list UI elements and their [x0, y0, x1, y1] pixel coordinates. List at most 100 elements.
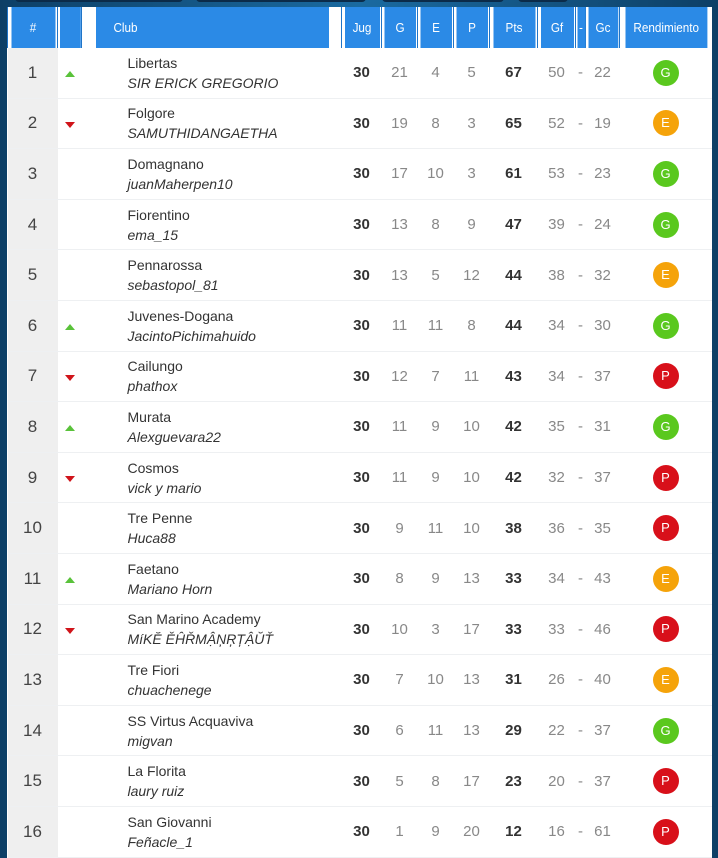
- gc: 46: [585, 604, 620, 656]
- pts: 44: [489, 300, 538, 352]
- table-row[interactable]: 14 SS Virtus Acquaviva migvan 30 6 11 13 …: [7, 705, 712, 757]
- manager-name[interactable]: phathox: [127, 378, 178, 395]
- club-name[interactable]: San Marino Academy: [127, 611, 261, 628]
- e: 8: [417, 755, 454, 807]
- club-name[interactable]: La Florita: [127, 763, 186, 780]
- club-name[interactable]: Fiorentino: [127, 206, 190, 223]
- table-row[interactable]: 13 Tre Fiori chuachenege 30 7 10 13 31 26…: [7, 654, 712, 706]
- table-row[interactable]: 6 Juvenes-Dogana JacintoPichimahuido 30 1…: [7, 300, 712, 352]
- header-g[interactable]: G: [382, 7, 416, 48]
- club-name[interactable]: Domagnano: [127, 155, 204, 172]
- gf: 34: [537, 553, 576, 605]
- club-name[interactable]: Murata: [127, 408, 172, 425]
- club-name[interactable]: Juvenes-Dogana: [127, 307, 234, 324]
- club-name[interactable]: Pennarossa: [127, 257, 203, 274]
- manager-name[interactable]: Feñacle_1: [127, 833, 193, 850]
- manager-name[interactable]: ema_15: [127, 226, 179, 243]
- table-row[interactable]: 5 Pennarossa sebastopol_81 30 13 5 12 44 …: [7, 249, 712, 301]
- club-cell[interactable]: Folgore SAMUTHIDANGAETHA: [81, 98, 342, 150]
- manager-name[interactable]: laury ruiz: [127, 783, 185, 800]
- tab[interactable]: [382, 0, 504, 2]
- rank: 15: [7, 755, 58, 807]
- club-cell[interactable]: Faetano Mariano Horn: [81, 553, 342, 605]
- header-rendimiento[interactable]: Rendimiento: [623, 7, 707, 48]
- p: 13: [453, 705, 490, 757]
- g: 11: [381, 401, 418, 453]
- manager-name[interactable]: JacintoPichimahuido: [127, 327, 256, 344]
- header-rank[interactable]: #: [9, 7, 55, 48]
- club-cell[interactable]: Murata Alexguevara22: [81, 401, 342, 453]
- tab[interactable]: [518, 0, 568, 2]
- rank: 13: [7, 654, 58, 706]
- table-row[interactable]: 12 San Marino Academy MíKĔ ĚĤŘMẬŅŖȚẬŬŤ 30…: [7, 604, 712, 656]
- sep: -: [575, 604, 586, 656]
- table-row[interactable]: 11 Faetano Mariano Horn 30 8 9 13 33 34 -…: [7, 553, 712, 605]
- club-cell[interactable]: Domagnano juanMaherpen10: [81, 148, 342, 200]
- club-name[interactable]: Tre Penne: [127, 510, 193, 527]
- club-cell[interactable]: Pennarossa sebastopol_81: [81, 249, 342, 301]
- manager-name[interactable]: migvan: [127, 732, 173, 749]
- rendimiento-cell: P: [619, 604, 712, 656]
- gf: 26: [537, 654, 576, 706]
- p: 13: [453, 654, 490, 706]
- table-row[interactable]: 7 Cailungo phathox 30 12 7 11 43 34 - 37 …: [7, 351, 712, 403]
- e: 9: [417, 553, 454, 605]
- table-row[interactable]: 16 San Giovanni Feñacle_1 30 1 9 20 12 16…: [7, 806, 712, 858]
- table-row[interactable]: 3 Domagnano juanMaherpen10 30 17 10 3 61 …: [7, 148, 712, 200]
- table-row[interactable]: 4 Fiorentino ema_15 30 13 8 9 47 39 - 24 …: [7, 199, 712, 251]
- manager-name[interactable]: Huca88: [127, 530, 176, 547]
- manager-name[interactable]: vick y mario: [127, 479, 202, 496]
- club-name[interactable]: Tre Fiori: [127, 661, 180, 678]
- club-cell[interactable]: San Marino Academy MíKĔ ĚĤŘMẬŅŖȚẬŬŤ: [81, 604, 342, 656]
- manager-name[interactable]: chuachenege: [127, 681, 212, 698]
- manager-name[interactable]: SAMUTHIDANGAETHA: [127, 125, 278, 142]
- club-name[interactable]: SS Virtus Acquaviva: [127, 712, 254, 729]
- gc: 23: [585, 148, 620, 200]
- table-row[interactable]: 9 Cosmos vick y mario 30 11 9 10 42 32 - …: [7, 452, 712, 504]
- club-name[interactable]: Faetano: [127, 560, 179, 577]
- trend-cell: [57, 755, 82, 807]
- table-row[interactable]: 15 La Florita laury ruiz 30 5 8 17 23 20 …: [7, 755, 712, 807]
- header-e[interactable]: E: [418, 7, 452, 48]
- manager-name[interactable]: MíKĔ ĚĤŘMẬŅŖȚẬŬŤ: [127, 631, 273, 648]
- header-jug[interactable]: Jug: [343, 7, 380, 48]
- rendimiento-cell: E: [619, 249, 712, 301]
- manager-name[interactable]: juanMaherpen10: [127, 175, 233, 192]
- rendimiento-cell: G: [619, 48, 712, 99]
- manager-name[interactable]: SIR ERICK GREGORIO: [127, 74, 279, 91]
- table-row[interactable]: 2 Folgore SAMUTHIDANGAETHA 30 19 8 3 65 5…: [7, 98, 712, 150]
- club-cell[interactable]: San Giovanni Feñacle_1: [81, 806, 342, 858]
- table-row[interactable]: 1 Libertas SIR ERICK GREGORIO 30 21 4 5 6…: [7, 48, 712, 99]
- club-cell[interactable]: Cailungo phathox: [81, 351, 342, 403]
- header-p[interactable]: P: [454, 7, 488, 48]
- tab[interactable]: [196, 0, 366, 2]
- header-gf[interactable]: Gf: [538, 7, 574, 48]
- club-cell[interactable]: SS Virtus Acquaviva migvan: [81, 705, 342, 757]
- club-cell[interactable]: Tre Fiori chuachenege: [81, 654, 342, 706]
- rendimiento-badge: P: [652, 464, 679, 491]
- pts: 33: [489, 604, 538, 656]
- table-row[interactable]: 10 Tre Penne Huca88 30 9 11 10 38 36 - 35…: [7, 502, 712, 554]
- club-cell[interactable]: Tre Penne Huca88: [81, 502, 342, 554]
- tab[interactable]: [15, 0, 183, 2]
- sep: -: [575, 401, 586, 453]
- header-gc[interactable]: Gc: [586, 7, 618, 48]
- manager-name[interactable]: Mariano Horn: [127, 580, 213, 597]
- club-name[interactable]: San Giovanni: [127, 813, 212, 830]
- club-cell[interactable]: La Florita laury ruiz: [81, 755, 342, 807]
- table-row[interactable]: 8 Murata Alexguevara22 30 11 9 10 42 35 -…: [7, 401, 712, 453]
- club-name[interactable]: Cosmos: [127, 459, 179, 476]
- rendimiento-badge: P: [652, 363, 679, 390]
- club-cell[interactable]: Cosmos vick y mario: [81, 452, 342, 504]
- header-club[interactable]: Club: [94, 7, 329, 48]
- manager-name[interactable]: sebastopol_81: [127, 277, 219, 294]
- rendimiento-badge: G: [652, 160, 679, 187]
- club-name[interactable]: Libertas: [127, 54, 178, 71]
- manager-name[interactable]: Alexguevara22: [127, 428, 221, 445]
- club-name[interactable]: Cailungo: [127, 358, 183, 375]
- header-pts[interactable]: Pts: [491, 7, 536, 48]
- club-name[interactable]: Folgore: [127, 105, 175, 122]
- club-cell[interactable]: Fiorentino ema_15: [81, 199, 342, 251]
- club-cell[interactable]: Juvenes-Dogana JacintoPichimahuido: [81, 300, 342, 352]
- club-cell[interactable]: Libertas SIR ERICK GREGORIO: [81, 48, 342, 99]
